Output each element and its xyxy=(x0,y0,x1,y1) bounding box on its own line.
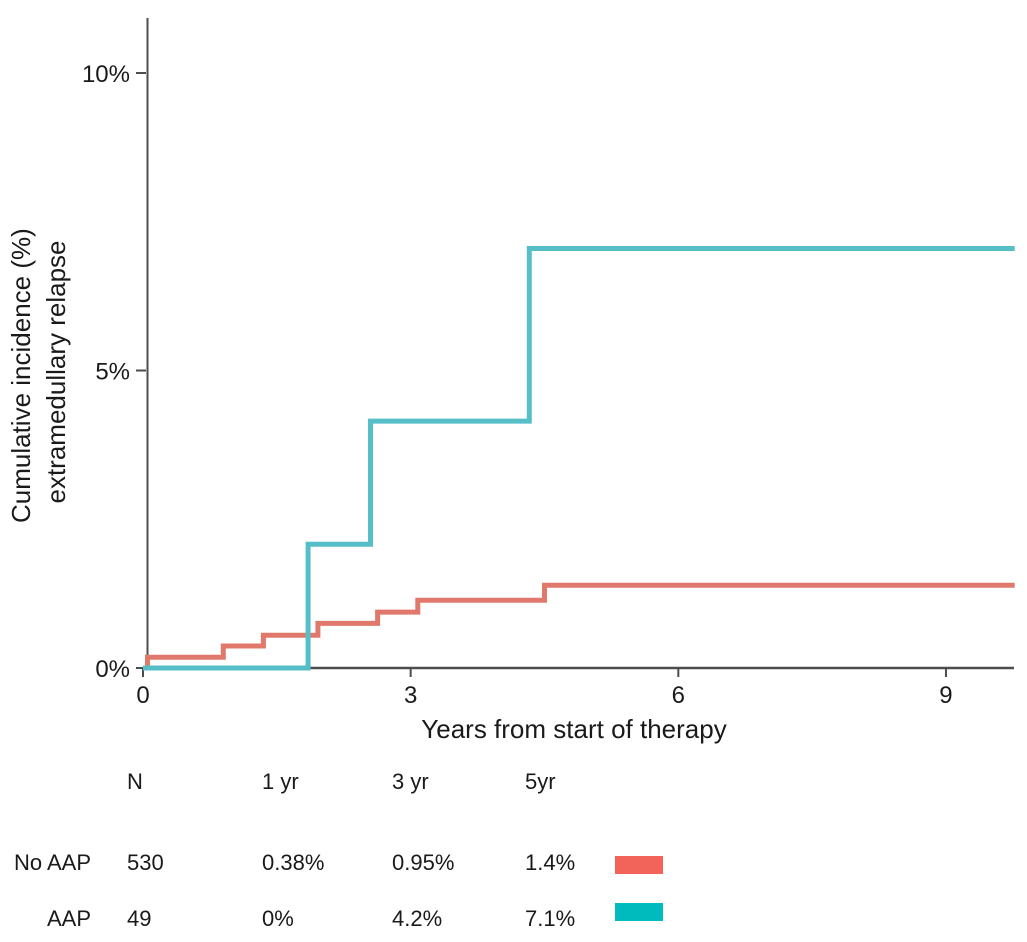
table-row-label-aap: AAP xyxy=(46,906,91,931)
table-header-n: N xyxy=(127,769,143,794)
cumulative-incidence-chart: 0% 5% 10% 0 3 6 9 Years from start of therapy… xyxy=(6,18,1015,744)
y-axis-title: Cumulative incidence (%) extramedullary … xyxy=(6,221,71,523)
x-tick-label: 0 xyxy=(136,682,149,709)
x-axis-ticks: 0 3 6 9 xyxy=(136,668,953,709)
x-axis-title: Years from start of therapy xyxy=(421,714,726,744)
aap-curve xyxy=(143,246,1015,671)
y-tick-label: 10% xyxy=(82,61,130,88)
table-cell-no-aap-3yr: 0.95% xyxy=(392,850,455,875)
table-header-1yr: 1 yr xyxy=(262,769,299,794)
y-tick-label: 5% xyxy=(95,359,130,386)
y-axis-ticks: 0% 5% 10% xyxy=(82,61,146,683)
legend-swatch-aap xyxy=(615,903,663,921)
table-cell-no-aap-5yr: 1.4% xyxy=(525,850,576,875)
series-curves xyxy=(143,246,1015,671)
y-axis-title-line2: extramedullary relapse xyxy=(41,240,71,503)
y-tick-label: 0% xyxy=(95,656,130,683)
no-aap-curve xyxy=(143,582,1015,671)
table-row-label-no-aap: No AAP xyxy=(13,850,91,875)
table-cell-no-aap-1yr: 0.38% xyxy=(262,850,325,875)
x-tick-label: 6 xyxy=(672,682,685,709)
table-header-3yr: 3 yr xyxy=(392,769,429,794)
table-cell-aap-5yr: 7.1% xyxy=(525,906,576,931)
table-cell-aap-1yr: 0% xyxy=(262,906,294,931)
table-header-5yr: 5yr xyxy=(525,769,556,794)
legend-swatch-no-aap xyxy=(615,856,663,874)
table-cell-aap-3yr: 4.2% xyxy=(392,906,443,931)
x-tick-label: 9 xyxy=(939,682,952,709)
y-axis-title-line1: Cumulative incidence (%) xyxy=(6,228,36,523)
table-cell-no-aap-n: 530 xyxy=(127,850,164,875)
table-cell-aap-n: 49 xyxy=(127,906,152,931)
x-tick-label: 3 xyxy=(404,682,417,709)
